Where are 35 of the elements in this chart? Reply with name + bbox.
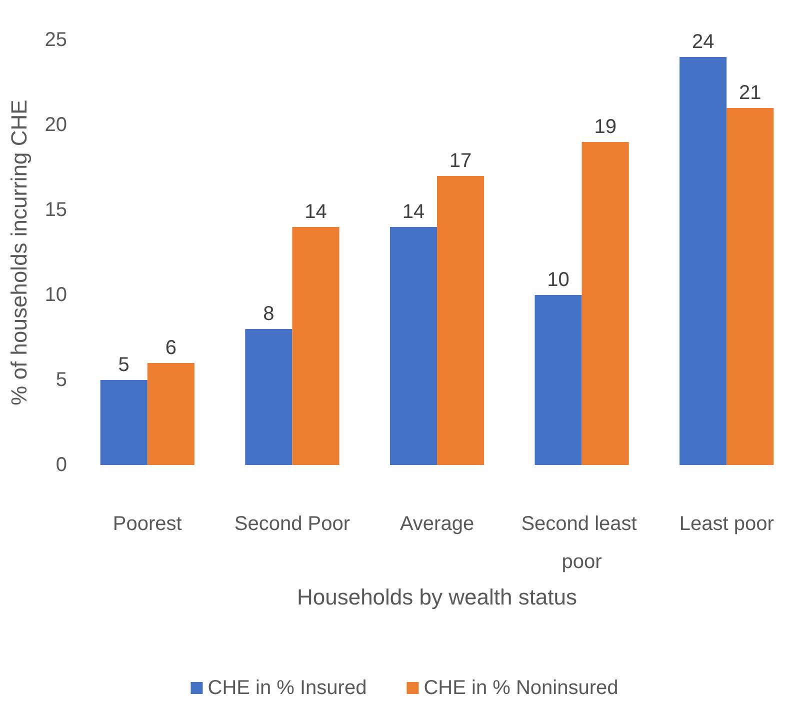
bar <box>245 329 292 465</box>
x-tick-label: Second Poor <box>234 513 350 535</box>
bar <box>437 176 484 465</box>
data-label: 24 <box>692 31 714 53</box>
bar <box>680 57 727 465</box>
y-tick-label: 0 <box>56 454 67 476</box>
legend-label: CHE in % Insured <box>208 677 367 699</box>
y-tick-label: 5 <box>56 369 67 391</box>
y-tick-label: 20 <box>44 114 67 136</box>
data-label: 17 <box>449 150 472 172</box>
x-tick-label: Poorest <box>112 513 182 535</box>
bar <box>726 108 774 465</box>
data-label: 14 <box>304 201 327 223</box>
bar <box>292 227 340 465</box>
y-axis-title: % of households incurring CHE <box>6 100 32 406</box>
data-label: 10 <box>547 269 570 291</box>
data-label: 14 <box>402 201 425 223</box>
bar <box>534 295 582 465</box>
y-tick-label: 10 <box>44 284 67 306</box>
data-label: 6 <box>165 337 176 359</box>
bar <box>390 227 437 465</box>
y-tick-label: 25 <box>44 29 67 51</box>
x-tick-label: Average <box>400 513 474 535</box>
x-tick-label: Second least poor <box>521 513 642 573</box>
data-label: 5 <box>118 354 130 376</box>
bar <box>147 363 194 465</box>
bar <box>100 380 148 465</box>
data-label: 8 <box>263 303 274 325</box>
legend-label: CHE in % Noninsured <box>424 677 618 699</box>
x-tick-label: Least poor <box>679 513 774 535</box>
y-tick-label: 15 <box>44 199 67 221</box>
x-axis-title: Households by wealth status <box>296 584 578 610</box>
data-label: 19 <box>594 116 616 138</box>
data-label: 21 <box>739 82 762 104</box>
bar <box>582 142 629 465</box>
